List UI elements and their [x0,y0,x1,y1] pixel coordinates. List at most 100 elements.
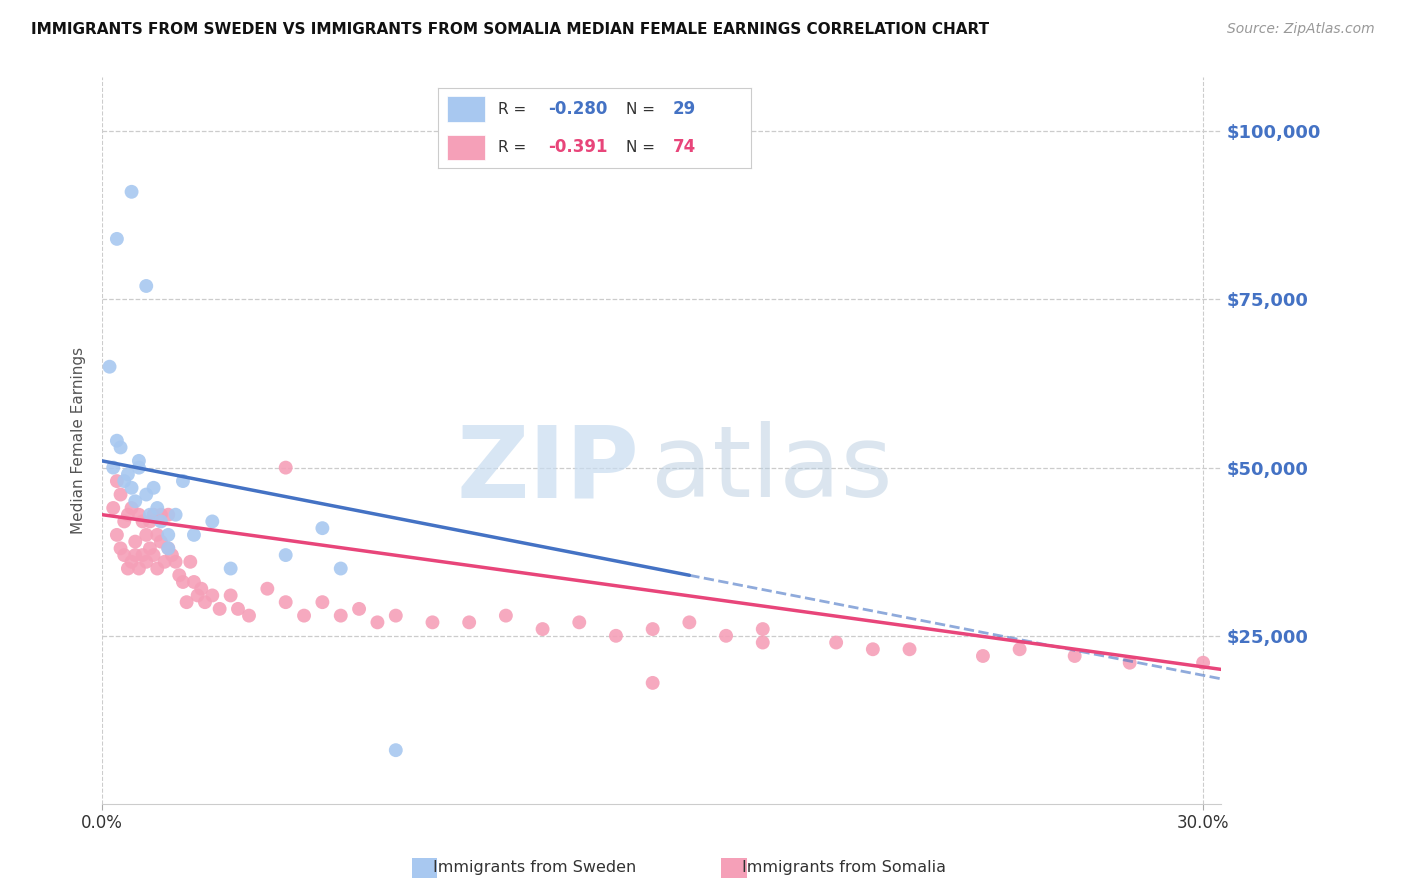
Point [172,474,194,488]
Point [110,541,132,556]
Point [311,595,333,609]
Point [153,555,176,569]
Point [157,541,180,556]
Point [157,528,180,542]
Point [135,279,157,293]
Point [105,434,128,448]
Point [128,454,150,468]
Point [142,481,165,495]
Point [146,528,169,542]
Point [256,582,278,596]
Point [142,548,165,562]
Text: IMMIGRANTS FROM SWEDEN VS IMMIGRANTS FROM SOMALIA MEDIAN FEMALE EARNINGS CORRELA: IMMIGRANTS FROM SWEDEN VS IMMIGRANTS FRO… [31,22,988,37]
Point [98,359,121,374]
Point [139,508,162,522]
Point [112,515,135,529]
Point [274,595,297,609]
Point [121,185,143,199]
Point [751,622,773,636]
Point [146,561,169,575]
Point [117,561,139,575]
Point [105,528,128,542]
Point [274,460,297,475]
Point [219,561,242,575]
Point [121,555,143,569]
Point [179,555,201,569]
Point [531,622,554,636]
Point [898,642,921,657]
Point [568,615,591,630]
Point [1119,656,1142,670]
Point [121,481,143,495]
Point [103,500,125,515]
Point [714,629,737,643]
Point [292,608,315,623]
Point [157,541,180,556]
Point [208,602,231,616]
Point [641,622,664,636]
Point [862,642,884,657]
Point [128,561,150,575]
Point [329,608,352,623]
Point [146,500,169,515]
Point [135,528,157,542]
Point [110,487,132,501]
Point [678,615,700,630]
Text: ZIP: ZIP [457,421,640,518]
Point [641,676,664,690]
Text: atlas: atlas [651,421,893,518]
Text: Source: ZipAtlas.com: Source: ZipAtlas.com [1227,22,1375,37]
Point [142,508,165,522]
Point [128,460,150,475]
Point [183,574,205,589]
Point [1192,656,1215,670]
Point [112,474,135,488]
Point [190,582,212,596]
Y-axis label: Median Female Earnings: Median Female Earnings [72,347,86,534]
Point [347,602,370,616]
Point [172,574,194,589]
Point [124,494,146,508]
Point [194,595,217,609]
Point [124,548,146,562]
Point [1063,648,1085,663]
Point [139,541,162,556]
Point [165,555,187,569]
Point [825,635,848,649]
Point [135,487,157,501]
Point [169,568,191,582]
Point [605,629,627,643]
Point [124,534,146,549]
Text: Immigrants from Sweden: Immigrants from Sweden [433,860,636,874]
Point [187,589,209,603]
Point [135,555,157,569]
Point [219,589,242,603]
Point [311,521,333,535]
Point [972,648,994,663]
Point [458,615,481,630]
Point [384,608,406,623]
Point [149,508,172,522]
Point [131,548,153,562]
Point [149,515,172,529]
Point [226,602,249,616]
Point [751,635,773,649]
Point [201,589,224,603]
Point [117,467,139,482]
Point [103,460,125,475]
Point [157,508,180,522]
Point [1008,642,1031,657]
Point [366,615,388,630]
Text: Immigrants from Somalia: Immigrants from Somalia [741,860,946,874]
Point [238,608,260,623]
Point [495,608,517,623]
Point [160,548,183,562]
Point [176,595,198,609]
Point [117,508,139,522]
Point [201,515,224,529]
Point [105,232,128,246]
Point [384,743,406,757]
Point [128,508,150,522]
Point [121,500,143,515]
Point [105,474,128,488]
